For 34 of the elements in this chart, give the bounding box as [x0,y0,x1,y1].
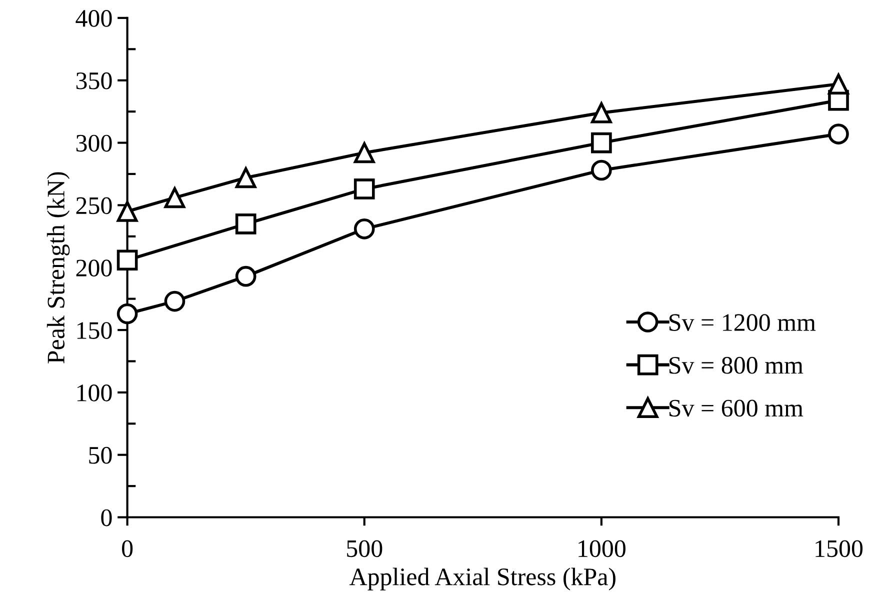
point [235,167,256,188]
x-tick-label: 1500 [816,540,863,558]
point [116,303,138,324]
point [354,142,375,164]
point [828,74,849,95]
y-tick-label: 300 [76,134,112,152]
x-tick-label: 0 [122,540,133,558]
point [354,218,375,240]
y-tick-label: 150 [77,322,112,339]
y-tick-label: 350 [76,72,112,90]
point [235,213,256,234]
legend-label: Sv = 600 mm [670,400,804,417]
y-tick-label: 250 [76,197,112,214]
point [828,124,849,144]
y-tick-label: 0 [101,509,112,526]
point [354,178,375,200]
y-tick-label: 400 [76,10,112,27]
y-tick-label: 100 [77,384,112,402]
legend-label: Sv = 800 mm [670,356,804,374]
point [164,290,186,312]
point [591,132,612,154]
point [164,187,186,208]
x-tick-label: 500 [347,540,382,558]
point [116,250,138,271]
y-tick-label: 200 [76,260,112,277]
y-tick-label: 50 [89,446,112,464]
x-axis-title: Applied Axial Stress (kPa) [349,568,616,590]
point [235,266,256,287]
point [591,160,612,181]
point [591,102,612,124]
y-axis-title: Peak Strength (kN) [46,172,70,364]
x-tick-label: 1000 [578,540,626,558]
legend-label: Sv = 1200 mm [670,314,816,331]
point [116,201,138,222]
